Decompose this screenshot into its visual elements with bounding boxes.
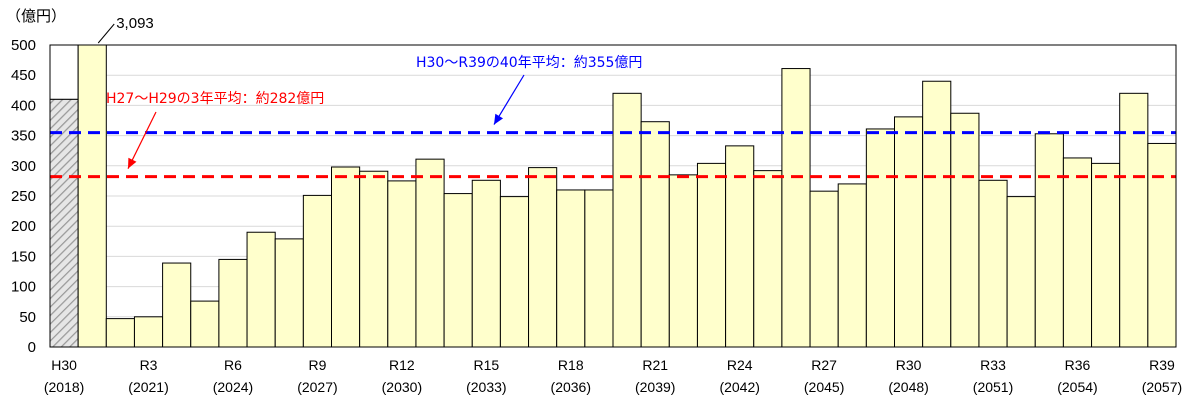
bar bbox=[471, 179, 501, 348]
bar bbox=[725, 145, 755, 348]
bar bbox=[894, 116, 924, 348]
x-tick-label: R33 bbox=[980, 357, 1006, 373]
bar bbox=[1034, 133, 1064, 348]
arrow-shaft bbox=[127, 111, 157, 169]
bar bbox=[584, 189, 614, 348]
y-tick-label: 400 bbox=[11, 97, 36, 114]
bar bbox=[837, 183, 867, 348]
x-tick-year-label: (2051) bbox=[973, 379, 1013, 395]
y-tick-label: 150 bbox=[11, 248, 36, 265]
x-tick-label: H30 bbox=[51, 357, 77, 373]
bar bbox=[950, 112, 980, 348]
bar bbox=[612, 92, 642, 348]
x-tick-year-label: (2030) bbox=[382, 379, 422, 395]
value-leader-line bbox=[97, 23, 115, 44]
x-tick-label: R24 bbox=[727, 357, 753, 373]
x-tick-year-label: (2027) bbox=[297, 379, 337, 395]
bar bbox=[359, 170, 389, 348]
x-tick-label: R3 bbox=[140, 357, 158, 373]
bar bbox=[499, 196, 530, 348]
x-tick-year-label: (2048) bbox=[888, 379, 928, 395]
x-tick-year-label: (2021) bbox=[128, 379, 168, 395]
bar-hatched bbox=[49, 98, 79, 348]
y-axis-label: （億円） bbox=[6, 8, 66, 25]
bar bbox=[443, 193, 473, 348]
x-tick-label: R9 bbox=[308, 357, 326, 373]
bar bbox=[978, 179, 1008, 348]
x-tick-label: R27 bbox=[811, 357, 837, 373]
x-tick-year-label: (2036) bbox=[551, 379, 591, 395]
y-tick-label: 0 bbox=[28, 339, 36, 356]
reference-lines bbox=[50, 131, 1176, 179]
plot-border bbox=[49, 44, 1177, 348]
x-tick-label: R12 bbox=[389, 357, 415, 373]
bar bbox=[922, 80, 952, 348]
y-axis: 0 50 100 150 200 250 300 350 400 450 500 bbox=[11, 37, 36, 356]
bar bbox=[1062, 157, 1093, 348]
bar bbox=[1091, 162, 1121, 348]
bar bbox=[133, 316, 164, 348]
x-tick-year-label: (2042) bbox=[719, 379, 759, 395]
y-tick-label: 100 bbox=[11, 279, 36, 296]
y-tick-label: 200 bbox=[11, 218, 36, 235]
bar bbox=[105, 318, 135, 348]
bar bbox=[556, 189, 586, 348]
bar bbox=[218, 258, 248, 348]
y-tick-label: 350 bbox=[11, 128, 36, 145]
y-tick-label: 50 bbox=[19, 309, 36, 326]
arrow-head bbox=[494, 113, 504, 125]
arrow-head bbox=[128, 157, 137, 169]
bar bbox=[781, 68, 811, 348]
x-tick-label: R15 bbox=[473, 357, 499, 373]
reference-line-label: H30～R39の40年平均：約355億円 bbox=[416, 55, 642, 71]
y-tick-label: 450 bbox=[11, 67, 36, 84]
x-tick-label: R21 bbox=[642, 357, 668, 373]
bar bbox=[640, 121, 670, 348]
x-tick-year-label: (2024) bbox=[213, 379, 253, 395]
bar bbox=[77, 44, 107, 348]
x-tick-year-label: (2039) bbox=[635, 379, 675, 395]
bar-upper bbox=[49, 44, 79, 100]
bar bbox=[415, 158, 445, 348]
bar bbox=[809, 190, 839, 348]
x-tick-label: R6 bbox=[224, 357, 242, 373]
y-tick-label: 500 bbox=[11, 37, 36, 54]
x-tick-label: R39 bbox=[1149, 357, 1175, 373]
x-tick-year-label: (2033) bbox=[466, 379, 506, 395]
bar bbox=[865, 128, 895, 348]
x-tick-label: R36 bbox=[1065, 357, 1091, 373]
x-tick-year-label: (2054) bbox=[1057, 379, 1097, 395]
bar bbox=[696, 162, 727, 348]
x-tick-label: R30 bbox=[896, 357, 922, 373]
bar bbox=[302, 194, 333, 348]
bar bbox=[274, 238, 304, 348]
bar bbox=[331, 166, 361, 348]
bar bbox=[162, 262, 192, 348]
x-tick-year-label: (2018) bbox=[44, 379, 84, 395]
bar bbox=[668, 174, 698, 348]
x-tick-year-label: (2045) bbox=[804, 379, 844, 395]
x-tick-label: R18 bbox=[558, 357, 584, 373]
bar bbox=[387, 180, 417, 348]
bar bbox=[190, 300, 220, 348]
x-axis: H30 (2018) R3 (2021) R6 (2024) R9 (2027) R12 (203… bbox=[44, 357, 1182, 395]
annotations: 3,093 H30～R39の40年平均：約355億円 H27～H29の3年平均：約2… bbox=[97, 15, 642, 169]
y-tick-label: 300 bbox=[11, 158, 36, 175]
bar bbox=[1147, 142, 1177, 348]
bar bbox=[528, 167, 558, 348]
x-tick-year-label: (2057) bbox=[1142, 379, 1182, 395]
reference-line-label: H27～H29の3年平均：約282億円 bbox=[106, 91, 324, 107]
y-tick-label: 250 bbox=[11, 188, 36, 205]
bar-value-label: 3,093 bbox=[116, 15, 154, 32]
bar bbox=[1006, 196, 1036, 348]
bar bbox=[753, 170, 783, 348]
bar bbox=[246, 231, 276, 348]
